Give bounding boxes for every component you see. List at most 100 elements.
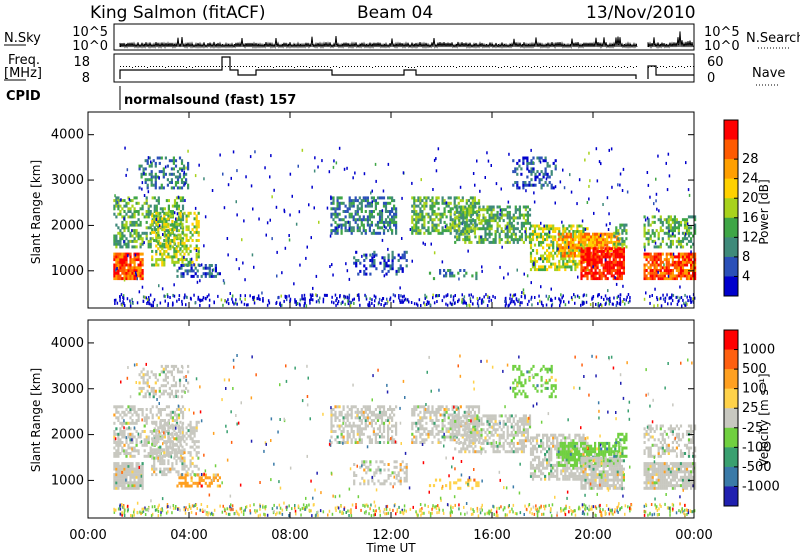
heatmap-cell [146, 389, 149, 393]
heatmap-cell [175, 451, 178, 455]
heatmap-cell [533, 200, 536, 204]
heatmap-cell [687, 260, 691, 264]
heatmap-cell [172, 172, 175, 176]
heatmap-cell [155, 405, 158, 409]
heatmap-cell [127, 481, 130, 485]
heatmap-cell [181, 459, 184, 463]
heatmap-cell [147, 226, 150, 230]
heatmap-cell [460, 230, 463, 233]
heatmap-cell [123, 229, 126, 233]
heatmap-cell [131, 212, 134, 216]
heatmap-cell [677, 258, 680, 262]
heatmap-cell [158, 176, 160, 180]
heatmap-cell [387, 201, 390, 205]
heatmap-cell [165, 211, 168, 215]
heatmap-cell [342, 218, 345, 222]
nave-point [255, 66, 256, 67]
heatmap-cell [179, 258, 182, 262]
heatmap-cell [474, 219, 477, 223]
heatmap-cell [365, 272, 368, 276]
heatmap-cell [694, 258, 697, 262]
heatmap-cell [138, 186, 141, 190]
heatmap-cell [548, 175, 551, 179]
heatmap-cell [183, 211, 186, 215]
heatmap-cell [498, 235, 501, 239]
heatmap-cell [576, 262, 579, 266]
heatmap-cell [669, 223, 672, 227]
heatmap-cell [683, 274, 687, 278]
heatmap-cell [429, 215, 432, 219]
nsearch-point [606, 44, 607, 45]
heatmap-cell [356, 204, 359, 208]
heatmap-cell [512, 238, 515, 242]
heatmap-cell [480, 238, 483, 242]
heatmap-cell [486, 210, 489, 214]
heatmap-cell [155, 214, 158, 218]
heatmap-cell [170, 373, 173, 377]
heatmap-cell [535, 238, 539, 242]
heatmap-cell [149, 293, 152, 297]
heatmap-cell [113, 204, 116, 208]
heatmap-cell [449, 207, 452, 211]
heatmap-cell [131, 449, 134, 453]
heatmap-cell [141, 430, 144, 433]
heatmap-cell [378, 226, 382, 230]
heatmap-cell [506, 225, 508, 229]
nave-point [342, 66, 343, 67]
heatmap-cell [153, 448, 156, 452]
heatmap-cell [156, 175, 159, 179]
heatmap-cell [594, 266, 597, 270]
heatmap-cell [576, 227, 579, 231]
heatmap-cell [657, 303, 659, 307]
heatmap-cell [370, 231, 373, 235]
heatmap-cell [180, 181, 184, 184]
heatmap-cell [139, 269, 142, 272]
heatmap-cell [673, 260, 676, 264]
heatmap-cell [542, 175, 545, 179]
heatmap-cell [565, 235, 568, 239]
heatmap-cell [187, 364, 190, 368]
heatmap-cell [146, 378, 149, 382]
heatmap-cell [608, 263, 611, 267]
heatmap-cell [154, 381, 157, 385]
heatmap-cell [167, 437, 170, 441]
heatmap-cell [161, 217, 164, 221]
heatmap-cell [526, 183, 529, 187]
heatmap-cell [617, 294, 620, 298]
heatmap-cell [183, 448, 186, 452]
heatmap-cell [458, 298, 460, 302]
heatmap-cell [662, 293, 664, 297]
heatmap-cell [554, 164, 557, 168]
heatmap-cell [540, 170, 543, 174]
nsearch-point [270, 44, 271, 45]
heatmap-cell [190, 297, 192, 301]
heatmap-cell [177, 222, 180, 226]
heatmap-cell [625, 245, 628, 249]
heatmap-cell [170, 159, 173, 163]
heatmap-cell [581, 235, 585, 239]
heatmap-cell [526, 302, 529, 306]
heatmap-cell [125, 226, 128, 230]
heatmap-cell [443, 212, 446, 216]
heatmap-cell [183, 244, 186, 248]
heatmap-cell [373, 259, 376, 262]
heatmap-cell [351, 298, 354, 302]
heatmap-cell [123, 443, 126, 447]
heatmap-cell [667, 223, 670, 227]
heatmap-cell [146, 161, 149, 165]
heatmap-cell [561, 238, 564, 242]
heatmap-cell [172, 186, 175, 190]
heatmap-cell [137, 484, 140, 488]
heatmap-cell [542, 259, 545, 263]
heatmap-cell [131, 223, 134, 227]
heatmap-cell [433, 201, 436, 205]
heatmap-cell [529, 259, 533, 263]
heatmap-cell [167, 419, 170, 422]
heatmap-cell [153, 434, 156, 438]
heatmap-cell [117, 405, 120, 409]
heatmap-cell [435, 229, 438, 233]
heatmap-cell [183, 258, 186, 262]
heatmap-cell [183, 233, 186, 237]
heatmap-cell [151, 196, 154, 200]
heatmap-cell [131, 473, 134, 477]
